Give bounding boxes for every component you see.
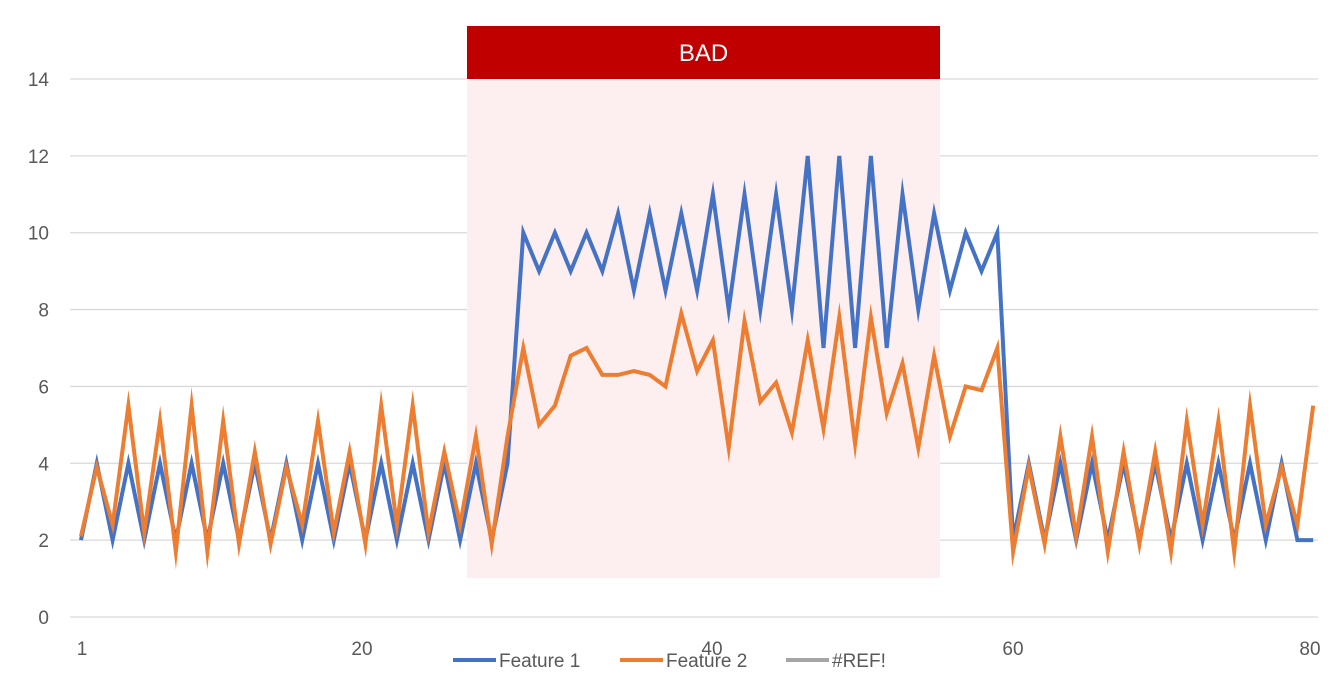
x-tick-label: 60	[1002, 639, 1023, 660]
x-tick-label: 1	[77, 639, 88, 660]
bad-region-label: BAD	[679, 40, 728, 67]
x-tick-label: 40	[701, 639, 722, 660]
y-tick-label: 12	[28, 147, 49, 168]
y-tick-label: 4	[38, 454, 49, 475]
bad-region-fill	[467, 79, 940, 578]
y-tick-label: 14	[28, 70, 50, 91]
y-tick-label: 2	[38, 531, 49, 552]
y-axis-ticks: 0 2 4 6 8 10 12 14	[28, 70, 50, 629]
y-tick-label: 8	[38, 301, 49, 322]
series-lines	[79, 155, 1316, 570]
y-tick-label: 0	[38, 608, 49, 629]
x-axis-ticks: 1 20 40 60 80	[77, 639, 1321, 660]
y-tick-label: 10	[28, 224, 49, 245]
x-tick-label: 80	[1299, 639, 1320, 660]
legend-label: Feature 1	[499, 651, 580, 672]
x-tick-label: 20	[351, 639, 372, 660]
bad-region-band	[467, 26, 940, 79]
legend: Feature 1 Feature 2 #REF!	[453, 651, 886, 672]
bad-region: BAD	[467, 26, 940, 578]
series-line-feature-2	[79, 302, 1316, 570]
y-tick-label: 6	[38, 377, 49, 398]
legend-label: #REF!	[832, 651, 886, 672]
legend-label: Feature 2	[666, 651, 747, 672]
